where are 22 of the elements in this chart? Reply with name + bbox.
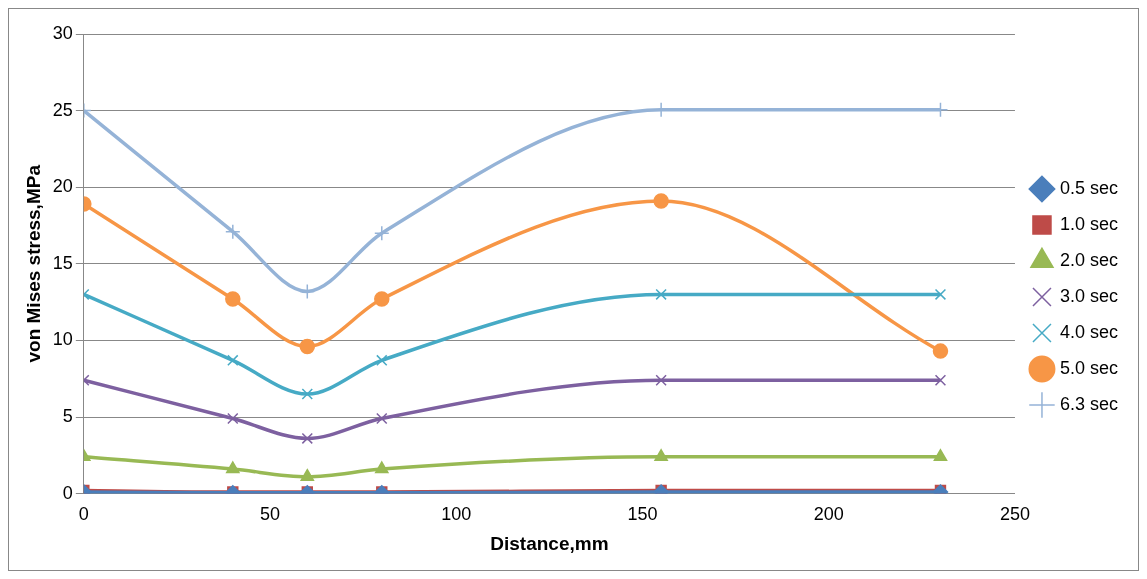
x-tick-label: 0: [78, 504, 89, 525]
legend-label: 4.0 sec: [1059, 321, 1119, 342]
x-tick-label: 100: [441, 504, 472, 525]
legend-label: 3.0 sec: [1059, 285, 1119, 306]
legend-label: 6.3 sec: [1059, 393, 1119, 414]
y-tick-label: 0: [62, 482, 73, 503]
y-tick-label: 20: [52, 176, 73, 197]
legend-label: 1.0 sec: [1059, 213, 1119, 234]
legend-label: 5.0 sec: [1059, 357, 1119, 378]
x-axis-title: Distance,mm: [490, 532, 609, 554]
legend-label: 2.0 sec: [1059, 249, 1119, 270]
y-tick-label: 10: [52, 329, 73, 350]
x-tick-label: 150: [627, 504, 658, 525]
y-tick-label: 25: [52, 99, 73, 120]
y-tick-label: 5: [62, 405, 73, 426]
y-axis-title: von Mises stress,MPa: [22, 164, 44, 363]
x-tick-label: 200: [813, 504, 844, 525]
y-tick-label: 15: [52, 252, 73, 273]
x-tick-label: 250: [999, 504, 1030, 525]
y-tick-label: 30: [52, 22, 73, 43]
x-tick-label: 50: [260, 504, 281, 525]
legend-label: 0.5 sec: [1059, 177, 1119, 198]
